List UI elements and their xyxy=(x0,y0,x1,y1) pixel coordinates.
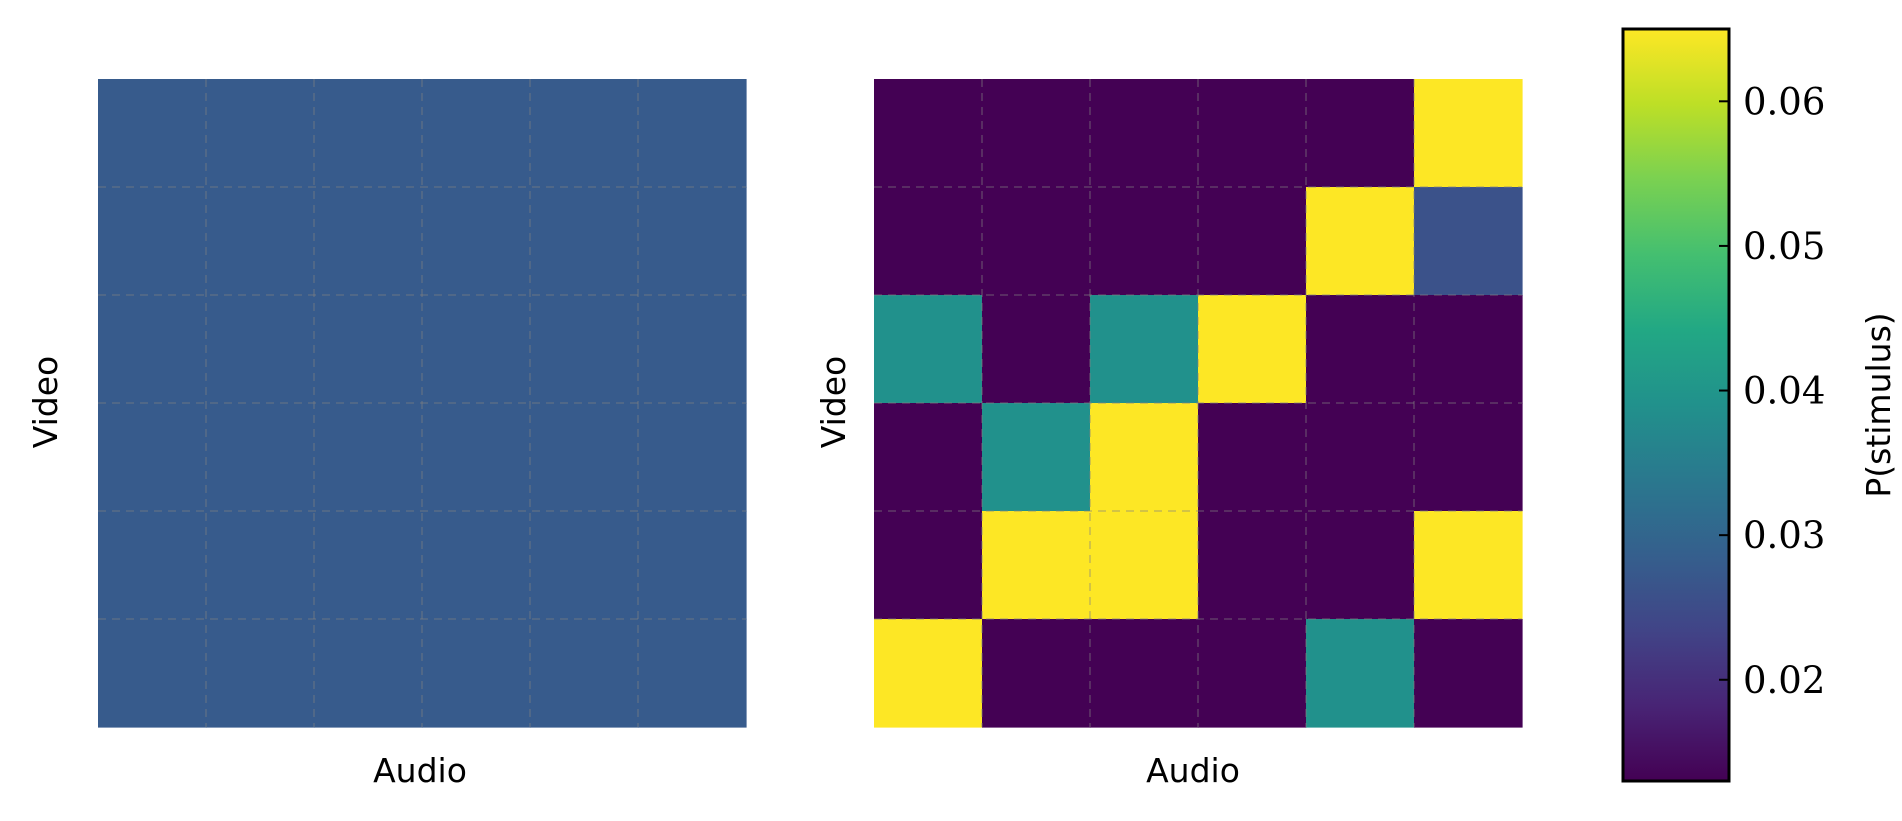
heatmap-cell-r1-c2 xyxy=(314,187,423,296)
heatmap-cell-r1-c1 xyxy=(982,187,1091,296)
heatmap-cell-r0-c3 xyxy=(422,79,531,188)
heatmap-cell-r0-c5 xyxy=(638,79,747,188)
heatmap-panel-right: Audio Video xyxy=(814,79,1523,790)
heatmap-cell-r4-c4 xyxy=(1306,511,1415,620)
heatmap-cell-r4-c1 xyxy=(206,511,315,620)
heatmap-cell-r1-c0 xyxy=(98,187,207,296)
heatmap-cell-r4-c1 xyxy=(982,511,1091,620)
heatmap-cell-r5-c1 xyxy=(206,619,315,728)
heatmap-cells-right xyxy=(874,79,1523,728)
heatmap-cell-r1-c4 xyxy=(530,187,639,296)
heatmap-cell-r5-c2 xyxy=(1090,619,1199,728)
y-axis-label-right: Video xyxy=(814,356,853,448)
heatmap-cell-r0-c4 xyxy=(530,79,639,188)
heatmap-cell-r5-c4 xyxy=(1306,619,1415,728)
heatmap-cell-r4-c3 xyxy=(1198,511,1307,620)
heatmap-cell-r2-c1 xyxy=(982,295,1091,404)
heatmap-cell-r5-c5 xyxy=(1414,619,1523,728)
heatmap-cell-r4-c3 xyxy=(422,511,531,620)
heatmap-cell-r3-c5 xyxy=(638,403,747,512)
heatmap-cell-r1-c3 xyxy=(1198,187,1307,296)
heatmap-cell-r2-c5 xyxy=(1414,295,1523,404)
heatmap-cell-r4-c5 xyxy=(638,511,747,620)
heatmap-cell-r1-c5 xyxy=(1414,187,1523,296)
colorbar-gradient xyxy=(1621,27,1731,783)
colorbar-tick-label: 0.03 xyxy=(1743,514,1825,557)
heatmap-cell-r3-c4 xyxy=(530,403,639,512)
colorbar-label: P(stimulus) xyxy=(1859,312,1898,497)
heatmap-cell-r3-c0 xyxy=(874,403,983,512)
heatmap-cell-r5-c0 xyxy=(874,619,983,728)
y-axis-label-left: Video xyxy=(26,356,65,448)
heatmap-cell-r0-c2 xyxy=(314,79,423,188)
heatmap-cell-r5-c3 xyxy=(1198,619,1307,728)
heatmap-cell-r0-c1 xyxy=(982,79,1091,188)
heatmap-cell-r2-c4 xyxy=(1306,295,1415,404)
heatmap-cell-r0-c4 xyxy=(1306,79,1415,188)
heatmap-cell-r5-c1 xyxy=(982,619,1091,728)
grid-lines-right xyxy=(874,79,1522,727)
heatmap-cell-r5-c3 xyxy=(422,619,531,728)
heatmap-cell-r4-c0 xyxy=(98,511,207,620)
heatmap-cell-r2-c2 xyxy=(314,295,423,404)
heatmap-cell-r3-c3 xyxy=(1198,403,1307,512)
heatmap-cell-r3-c4 xyxy=(1306,403,1415,512)
heatmap-cell-r5-c2 xyxy=(314,619,423,728)
heatmap-cell-r0-c0 xyxy=(874,79,983,188)
heatmap-cell-r4-c0 xyxy=(874,511,983,620)
heatmap-cell-r2-c0 xyxy=(874,295,983,404)
heatmap-cell-r2-c1 xyxy=(206,295,315,404)
heatmap-cell-r0-c3 xyxy=(1198,79,1307,188)
heatmap-cell-r4-c2 xyxy=(314,511,423,620)
grid-lines-left xyxy=(98,79,746,727)
heatmap-cell-r2-c5 xyxy=(638,295,747,404)
colorbar-tick-label: 0.05 xyxy=(1743,225,1825,268)
heatmap-cell-r5-c0 xyxy=(98,619,207,728)
heatmap-cell-r2-c3 xyxy=(422,295,531,404)
heatmap-cell-r3-c5 xyxy=(1414,403,1523,512)
heatmap-cell-r0-c2 xyxy=(1090,79,1199,188)
heatmap-cell-r1-c4 xyxy=(1306,187,1415,296)
heatmap-cell-r1-c5 xyxy=(638,187,747,296)
heatmap-cell-r1-c1 xyxy=(206,187,315,296)
heatmap-cell-r3-c0 xyxy=(98,403,207,512)
x-axis-label-right: Audio xyxy=(1146,751,1240,790)
heatmap-cell-r3-c1 xyxy=(206,403,315,512)
colorbar-tick-label: 0.06 xyxy=(1743,80,1825,123)
heatmap-cell-r5-c4 xyxy=(530,619,639,728)
heatmap-cell-r2-c4 xyxy=(530,295,639,404)
heatmap-cell-r3-c1 xyxy=(982,403,1091,512)
heatmap-cell-r4-c5 xyxy=(1414,511,1523,620)
heatmap-cell-r0-c0 xyxy=(98,79,207,188)
heatmap-cell-r2-c0 xyxy=(98,295,207,404)
heatmap-panel-left: Audio Video xyxy=(26,79,747,790)
heatmap-cell-r2-c2 xyxy=(1090,295,1199,404)
colorbar-tick-label: 0.02 xyxy=(1743,659,1825,702)
heatmap-cell-r4-c2 xyxy=(1090,511,1199,620)
heatmap-cell-r0-c1 xyxy=(206,79,315,188)
heatmap-cell-r3-c2 xyxy=(1090,403,1199,512)
heatmap-cell-r1-c2 xyxy=(1090,187,1199,296)
colorbar-tick-label: 0.04 xyxy=(1743,370,1825,413)
x-axis-label-left: Audio xyxy=(373,751,467,790)
heatmap-cells-left xyxy=(98,79,747,728)
heatmap-cell-r3-c2 xyxy=(314,403,423,512)
heatmap-cell-r2-c3 xyxy=(1198,295,1307,404)
heatmap-cell-r4-c4 xyxy=(530,511,639,620)
heatmap-cell-r0-c5 xyxy=(1414,79,1523,188)
colorbar-ticks: 0.02 0.03 0.04 0.05 0.06 xyxy=(1719,80,1825,702)
heatmap-cell-r5-c5 xyxy=(638,619,747,728)
heatmap-cell-r3-c3 xyxy=(422,403,531,512)
colorbar: 0.02 0.03 0.04 0.05 0.06 P(stimulus) xyxy=(1621,27,1898,783)
heatmap-cell-r1-c0 xyxy=(874,187,983,296)
heatmap-cell-r1-c3 xyxy=(422,187,531,296)
